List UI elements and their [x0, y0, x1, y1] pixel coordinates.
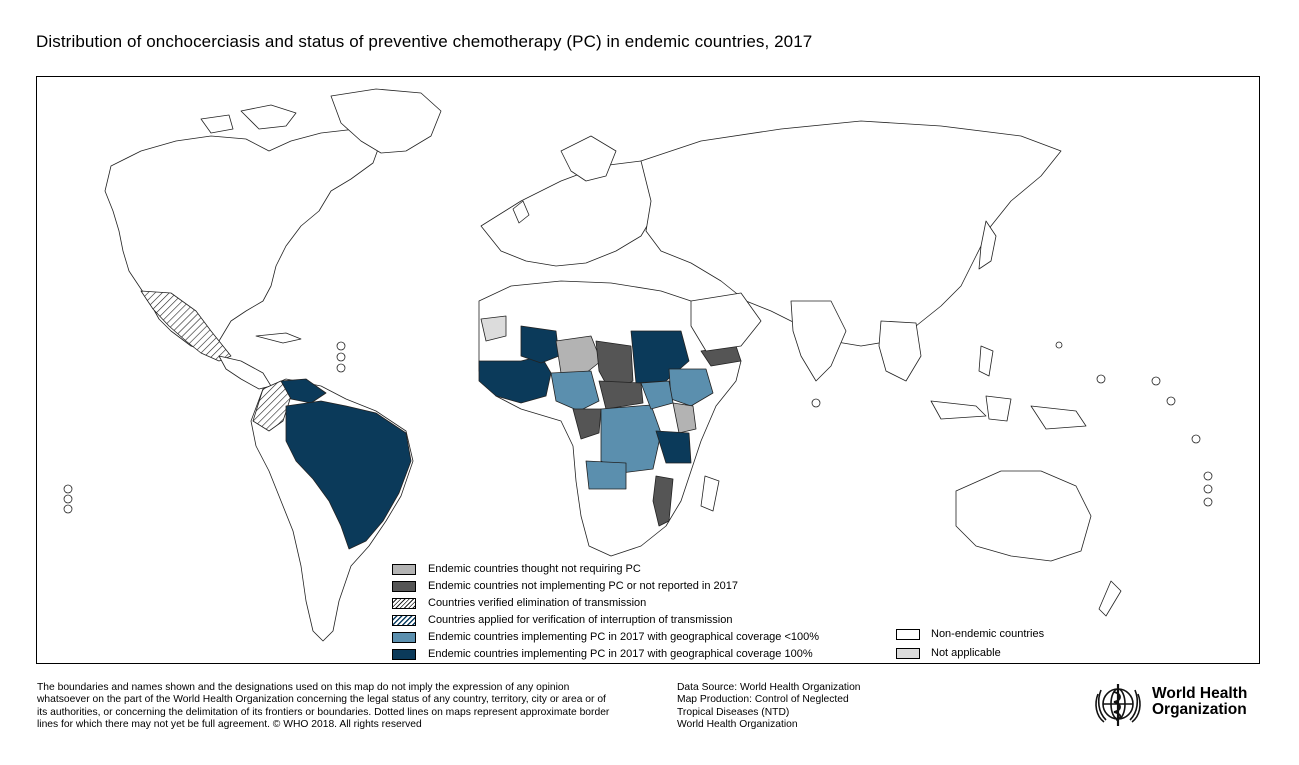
australia: [955, 470, 1092, 562]
philippines: [978, 345, 994, 377]
island-marker: [336, 352, 346, 362]
indonesia-2: [985, 395, 1012, 422]
arabia: [690, 292, 762, 352]
island-marker: [1055, 341, 1063, 349]
island-marker: [1203, 471, 1213, 481]
niger: [555, 335, 602, 374]
mali-niger: [520, 325, 560, 364]
malawi-mozambique: [652, 475, 674, 527]
source-line: Map Production: Control of Neglected: [677, 694, 849, 706]
legend-swatch: [392, 564, 416, 575]
west-africa-full: [478, 355, 552, 404]
data-source: Data Source: World Health Organization M…: [677, 682, 937, 732]
india: [790, 300, 847, 382]
island-marker: [1151, 376, 1161, 386]
world-map: [63, 88, 1213, 642]
legend-swatch: [392, 649, 416, 660]
south-sudan-uganda: [640, 380, 674, 410]
who-logo-text: World Health Organization: [1152, 685, 1248, 718]
central-america: [218, 355, 272, 390]
legend-swatch: [896, 629, 920, 640]
island-marker: [336, 341, 346, 351]
arctic-islands: [240, 104, 297, 130]
arctic-islands-2: [200, 114, 234, 134]
europe-landmass: [480, 160, 662, 267]
asia-landmass: [640, 120, 1062, 347]
angola: [585, 460, 627, 490]
source-line: Data Source: World Health Organization: [677, 682, 861, 693]
tanzania: [655, 430, 692, 464]
car: [598, 380, 644, 410]
north-america-landmass: [104, 128, 382, 352]
brazil: [285, 400, 412, 550]
island-marker: [63, 504, 73, 514]
greenland: [330, 88, 442, 154]
island-marker: [63, 494, 73, 504]
island-marker: [1191, 434, 1201, 444]
legend-swatch: [896, 648, 920, 659]
map-title: Distribution of onchocerciasis and statu…: [36, 32, 813, 51]
scandinavia: [560, 135, 617, 182]
source-line: World Health Organization: [677, 719, 798, 731]
legend-swatch: [392, 598, 416, 609]
madagascar: [700, 475, 720, 512]
island-marker: [336, 363, 346, 373]
caribbean-islands: [255, 332, 302, 344]
legend-swatch: [392, 615, 416, 626]
island-marker: [63, 484, 73, 494]
legend-swatch: [392, 581, 416, 592]
cameroon-gabon: [572, 408, 602, 440]
map-frame: [36, 76, 1260, 664]
island-marker: [811, 398, 821, 408]
new-guinea: [1030, 405, 1087, 430]
island-marker: [1096, 374, 1106, 384]
southeast-asia: [878, 320, 922, 382]
nigeria: [550, 370, 600, 412]
somalia: [672, 402, 697, 434]
island-marker: [1166, 396, 1176, 406]
island-marker: [1203, 497, 1213, 507]
western-sahara: [480, 315, 507, 342]
venezuela: [280, 378, 327, 404]
japan: [978, 220, 997, 270]
who-emblem-icon: [1095, 684, 1141, 726]
indonesia-1: [930, 400, 987, 420]
new-zealand: [1098, 580, 1122, 617]
island-marker: [1203, 484, 1213, 494]
who-logo: World Health Organization: [1088, 680, 1268, 730]
disclaimer-text: The boundaries and names shown and the d…: [37, 682, 610, 731]
source-line: Tropical Diseases (NTD): [677, 706, 790, 718]
legend-swatch: [392, 632, 416, 643]
uk: [512, 200, 530, 224]
